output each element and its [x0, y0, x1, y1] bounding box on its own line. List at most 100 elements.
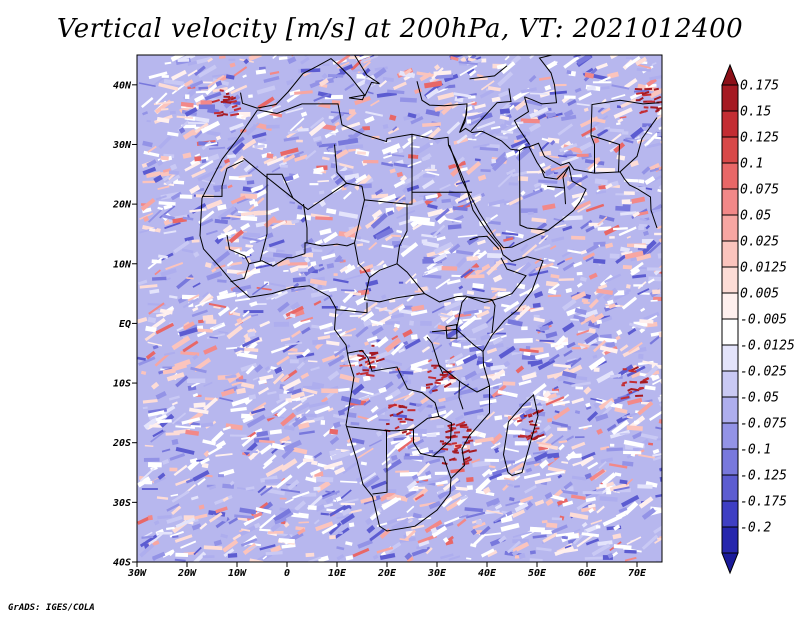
field-streak: [487, 332, 506, 335]
field-streak: [171, 401, 178, 406]
field-streak: [471, 458, 481, 464]
lon-tick-label: 0: [284, 568, 290, 579]
field-hotspot: [216, 113, 224, 117]
field-streak: [217, 474, 224, 478]
field-streak: [354, 174, 368, 184]
field-streak: [394, 435, 412, 451]
field-streak: [236, 317, 243, 324]
field-streak: [450, 56, 459, 62]
field-streak: [217, 204, 227, 211]
field-streak: [587, 159, 599, 171]
field-streak: [422, 153, 432, 161]
field-streak: [515, 365, 525, 374]
field-streak: [497, 71, 514, 87]
field-streak: [291, 287, 306, 293]
field-streak: [500, 522, 520, 532]
field-streak: [228, 229, 244, 244]
field-streak: [463, 370, 477, 381]
field-streak: [277, 301, 290, 313]
field-streak: [599, 484, 607, 488]
field-streak: [301, 326, 311, 335]
field-hotspot: [453, 449, 459, 453]
field-streak: [185, 429, 200, 436]
field-streak: [501, 61, 516, 75]
field-streak: [523, 351, 531, 357]
field-streak: [157, 532, 173, 535]
field-streak: [590, 312, 605, 324]
field-hotspot: [467, 428, 472, 431]
field-streak: [273, 321, 290, 327]
field-streak: [341, 289, 355, 292]
field-streak: [141, 535, 154, 539]
field-streak: [295, 402, 311, 413]
field-streak: [145, 325, 157, 333]
field-streak: [576, 55, 592, 66]
field-streak: [635, 56, 648, 66]
field-hotspot: [365, 373, 375, 377]
field-streak: [145, 480, 153, 485]
field-streak: [437, 256, 447, 265]
field-streak: [225, 74, 235, 80]
field-streak: [539, 459, 550, 469]
field-streak: [557, 474, 563, 479]
field-hotspot: [622, 381, 628, 385]
field-streak: [286, 79, 295, 86]
field-streak: [322, 231, 339, 244]
field-streak: [368, 319, 384, 326]
field-streak: [387, 210, 394, 216]
field-streak: [361, 311, 375, 323]
field-streak: [598, 185, 606, 190]
field-streak: [328, 312, 339, 318]
field-streak: [199, 457, 210, 465]
field-streak: [302, 385, 321, 390]
field-streak: [525, 459, 542, 466]
field-streak: [314, 239, 324, 246]
field-streak: [595, 167, 615, 173]
field-streak: [337, 162, 354, 169]
field-streak: [344, 264, 356, 274]
field-streak: [369, 528, 385, 542]
field-streak: [397, 379, 408, 390]
field-streak: [172, 535, 179, 539]
field-streak: [198, 504, 205, 510]
field-streak: [600, 457, 614, 464]
field-streak: [581, 532, 600, 538]
field-streak: [192, 306, 199, 312]
field-streak: [527, 266, 539, 277]
field-hotspot: [230, 112, 240, 117]
field-hotspot: [399, 420, 406, 423]
field-streak: [170, 191, 183, 201]
field-streak: [268, 530, 284, 534]
field-streak: [628, 322, 647, 330]
black-sea-coastline: [469, 65, 508, 80]
field-streak: [578, 92, 592, 101]
field-streak: [438, 475, 451, 483]
field-streak: [310, 261, 317, 267]
field-streak: [548, 435, 564, 447]
field-streak: [546, 112, 556, 116]
field-streak: [225, 423, 243, 431]
field-streak: [309, 183, 319, 186]
field-streak: [175, 446, 195, 455]
field-streak: [499, 115, 510, 121]
field-streak: [506, 429, 526, 435]
field-streak: [510, 311, 520, 315]
field-streak: [290, 391, 305, 400]
field-streak: [192, 116, 210, 123]
field-streak: [404, 338, 421, 350]
field-streak: [333, 273, 338, 276]
field-streak: [569, 512, 589, 520]
field-streak: [399, 538, 409, 542]
field-streak: [621, 199, 631, 205]
field-hotspot: [455, 444, 462, 448]
field-streak: [389, 370, 401, 374]
field-streak: [636, 63, 652, 70]
field-streak: [427, 208, 444, 218]
field-streak: [155, 195, 167, 201]
field-streak: [300, 68, 321, 73]
field-streak: [280, 164, 288, 168]
field-streak: [539, 162, 546, 168]
field-streak: [456, 249, 474, 256]
field-streak: [549, 244, 557, 250]
field-streak: [164, 351, 176, 356]
